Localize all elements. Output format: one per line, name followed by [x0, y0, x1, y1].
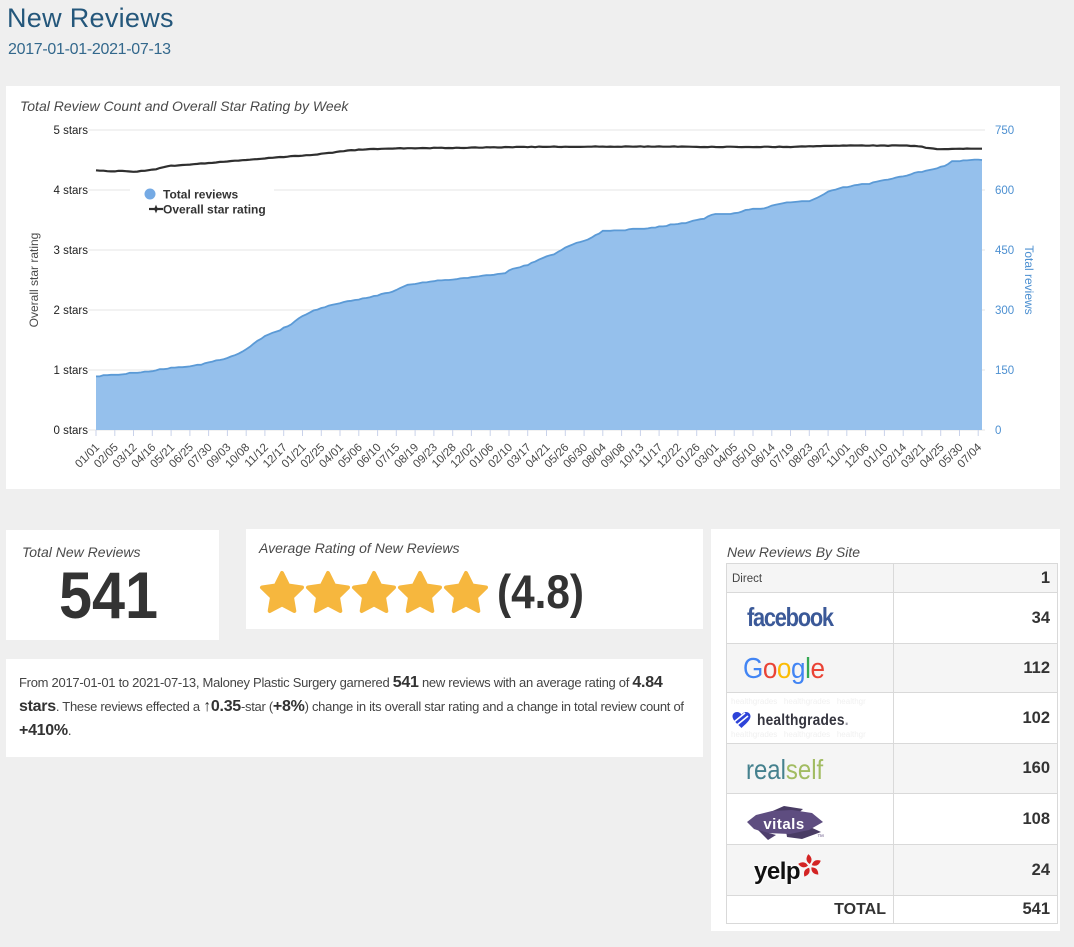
svg-text:2 stars: 2 stars — [53, 305, 88, 317]
svg-text:300: 300 — [995, 305, 1014, 317]
svg-text:450: 450 — [995, 245, 1014, 257]
svg-text:vitals: vitals — [763, 816, 804, 833]
svg-text:750: 750 — [995, 125, 1014, 137]
svg-text:1 stars: 1 stars — [53, 365, 88, 377]
svg-text:™: ™ — [817, 834, 824, 841]
svg-text:0 stars: 0 stars — [53, 425, 88, 437]
svg-text:Total reviews: Total reviews — [163, 188, 238, 202]
svg-text:Overall star rating: Overall star rating — [27, 233, 41, 328]
svg-text:Overall star rating: Overall star rating — [163, 203, 266, 217]
svg-text:4 stars: 4 stars — [53, 185, 88, 197]
svg-text:150: 150 — [995, 365, 1014, 377]
svg-text:3 stars: 3 stars — [53, 245, 88, 257]
svg-text:600: 600 — [995, 185, 1014, 197]
svg-text:0: 0 — [995, 425, 1001, 437]
svg-text:Total reviews: Total reviews — [1022, 245, 1036, 314]
svg-text:5 stars: 5 stars — [53, 125, 88, 137]
